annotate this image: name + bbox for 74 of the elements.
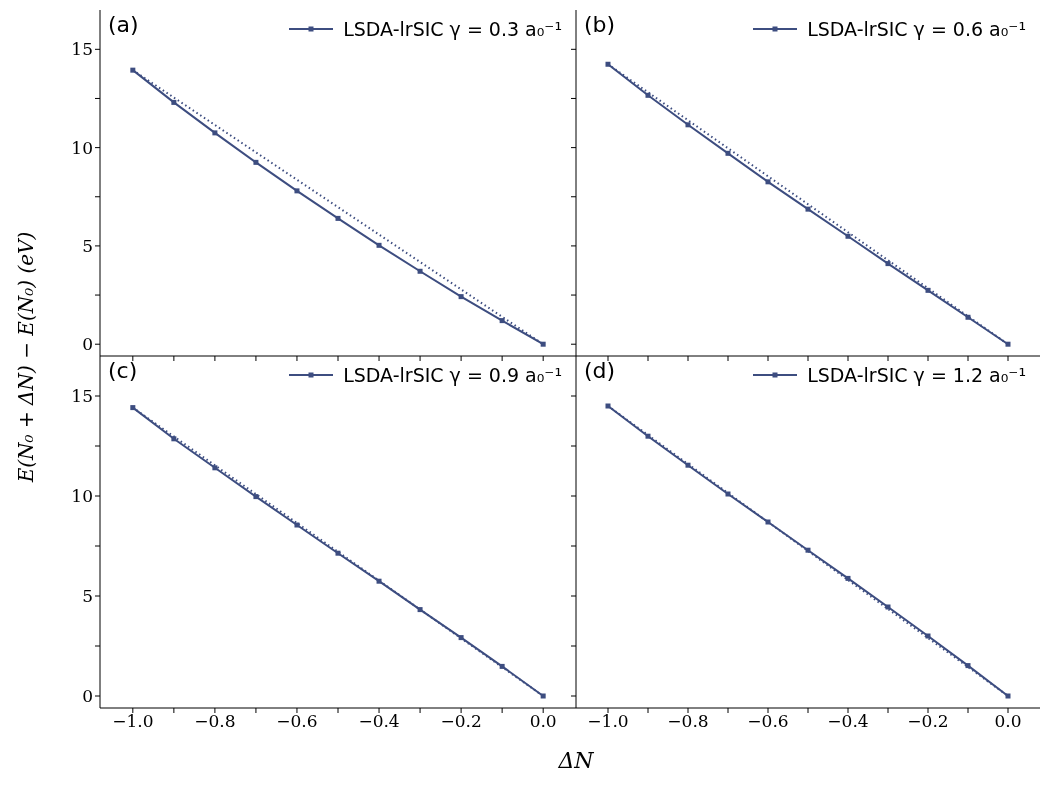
point [1005,693,1011,699]
y-tick-label: 5 [82,586,93,607]
y-axis-title: E(N₀ + ΔN) − E(N₀) (eV) [14,230,38,485]
point [171,99,177,105]
point [417,268,423,274]
point [605,61,611,67]
legend-label: LSDA-lrSIC γ = 0.6 a₀⁻¹ [807,18,1026,40]
x-tick-label: −0.2 [440,711,482,732]
point [294,188,300,194]
x-tick-label: −0.8 [667,711,709,732]
x-tick-label: −1.0 [587,711,629,732]
x-axis-title: ΔN [557,748,595,773]
point [885,604,891,610]
legend-label: LSDA-lrSIC γ = 0.3 a₀⁻¹ [343,18,562,40]
x-tick-label: −0.6 [276,711,318,732]
point [376,242,382,248]
point [645,433,651,439]
annotation: (a) [108,12,139,37]
point [458,635,464,641]
x-tick-label: −0.2 [907,711,949,732]
annotation: (c) [108,358,138,383]
point [725,491,731,497]
point [1005,341,1011,347]
point [685,122,691,128]
y-tick-label: 10 [71,486,93,507]
x-tick-label: −0.6 [747,711,789,732]
y-tick-label: 0 [82,686,93,707]
point [885,261,891,267]
point [605,403,611,409]
point [765,179,771,185]
y-tick-label: 15 [71,39,93,60]
y-tick-label: 5 [82,235,93,256]
point [417,607,423,613]
point [725,150,731,156]
point [685,462,691,468]
point [253,494,259,500]
point [458,294,464,300]
point [965,663,971,669]
point [130,405,136,411]
point [253,159,259,165]
annotation: (b) [584,12,616,37]
annotation: (d) [584,358,616,383]
point [335,215,341,221]
point [845,575,851,581]
point [212,465,218,471]
point [294,522,300,528]
x-tick-label: −1.0 [112,711,154,732]
point [805,206,811,212]
point [845,233,851,239]
point [212,130,218,136]
legend-label: LSDA-lrSIC γ = 0.9 a₀⁻¹ [343,364,562,386]
x-tick-label: −0.4 [358,711,400,732]
point [499,663,505,669]
legend-label: LSDA-lrSIC γ = 1.2 a₀⁻¹ [807,364,1026,386]
x-tick-label: −0.4 [827,711,869,732]
y-tick-label: 0 [82,334,93,355]
point [805,547,811,553]
y-tick-label: 10 [71,137,93,158]
x-tick-label: −0.8 [194,711,236,732]
point [376,578,382,584]
point [499,318,505,324]
point [645,92,651,98]
point [130,67,136,73]
point [765,519,771,525]
point [925,633,931,639]
point [540,341,546,347]
x-tick-label: 0.0 [994,711,1022,732]
x-tick-label: 0.0 [529,711,557,732]
point [335,550,341,556]
point [965,314,971,320]
point [171,436,177,442]
point [540,693,546,699]
point [925,287,931,293]
y-tick-label: 15 [71,386,93,407]
